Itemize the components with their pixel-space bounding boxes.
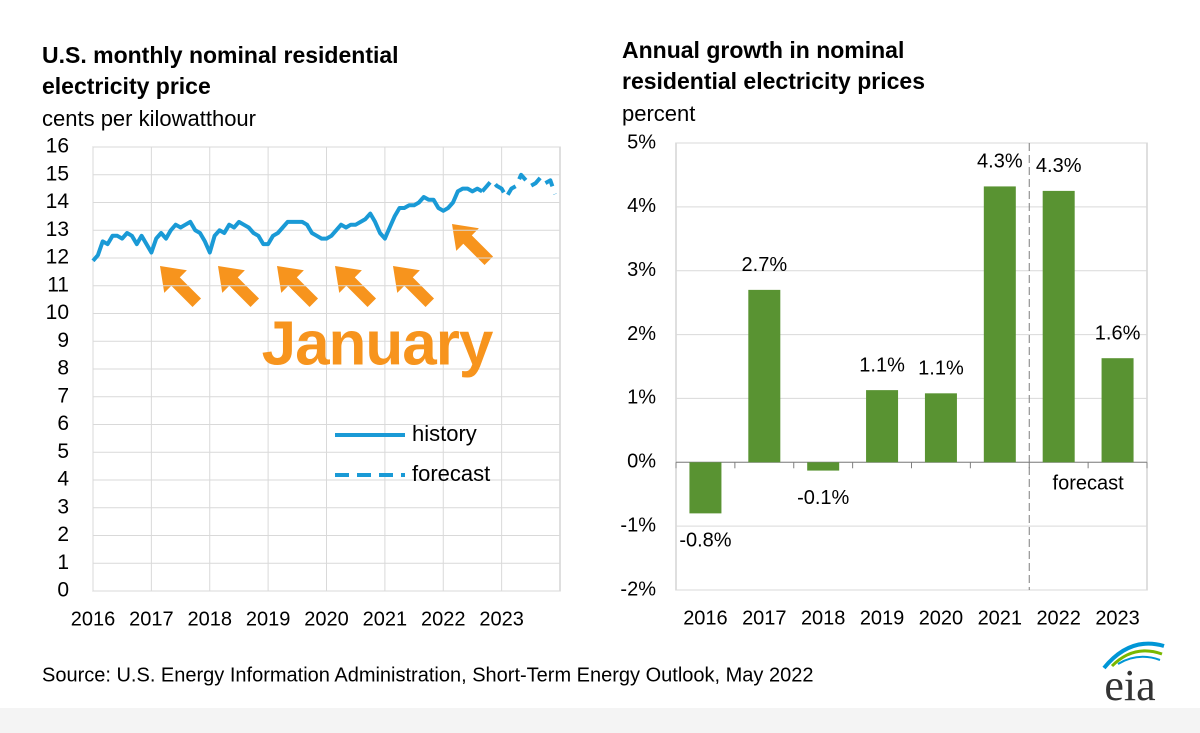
chart-title: Annual growth in nominal residential ele… [622, 37, 925, 94]
bar [689, 462, 722, 514]
x-tick-label: 2017 [129, 608, 174, 630]
value-label: 1.6% [1095, 322, 1141, 344]
y-tick-label: 15 [46, 162, 69, 185]
series-line [91, 186, 484, 263]
value-label: -0.1% [797, 487, 849, 509]
x-tick-label: 2022 [421, 608, 466, 630]
value-label: 4.3% [977, 151, 1023, 173]
y-tick-label: 14 [46, 190, 70, 213]
y-tick-label: 11 [47, 273, 69, 296]
legend-label: history [412, 421, 477, 446]
y-tick-label: 2% [627, 323, 656, 345]
logo-arc [1110, 649, 1163, 668]
x-tick-label: 2021 [978, 607, 1023, 629]
y-tick-label: 9 [57, 329, 69, 352]
value-label: 4.3% [1036, 155, 1082, 177]
footer-band [0, 708, 1200, 733]
chart-title: U.S. monthly nominal residential electri… [42, 42, 399, 99]
x-tick-label: 2023 [479, 608, 524, 630]
series-line [480, 172, 557, 199]
y-tick-label: 5% [627, 131, 656, 153]
y-tick-label: 0 [57, 579, 69, 602]
y-tick-label: 3 [57, 495, 69, 518]
annotation: January [262, 309, 494, 378]
value-label: 1.1% [859, 354, 905, 376]
y-tick-label: 5 [57, 440, 69, 463]
chart-subtitle: percent [622, 101, 696, 126]
arrow [148, 254, 209, 315]
bar [983, 186, 1016, 463]
y-tick-label: 1% [627, 387, 656, 409]
annotation: forecast [1053, 473, 1125, 495]
y-tick-label: 2 [57, 523, 69, 546]
y-tick-label: 13 [46, 218, 69, 241]
value-label: -0.8% [679, 530, 731, 552]
x-tick-label: 2019 [860, 607, 905, 629]
x-tick-label: 2020 [304, 608, 349, 630]
arrow [381, 254, 442, 315]
source-note: Source: U.S. Energy Information Administ… [42, 664, 813, 686]
arrow [265, 254, 326, 315]
x-tick-label: 2016 [683, 607, 728, 629]
y-tick-label: 4% [627, 195, 656, 217]
x-tick-label: 2017 [742, 607, 787, 629]
x-tick-label: 2018 [801, 607, 846, 629]
plot-area [675, 142, 1148, 591]
x-tick-label: 2023 [1095, 607, 1140, 629]
chart-subtitle: cents per kilowatthour [42, 106, 256, 131]
y-tick-label: 6 [57, 412, 69, 435]
arrows [148, 212, 501, 315]
value-label: 1.1% [918, 358, 964, 380]
bar [866, 390, 899, 463]
logo-text: eia [1104, 661, 1155, 710]
bar [807, 462, 840, 471]
y-tick-label: 0% [627, 451, 656, 473]
x-tick-label: 2016 [71, 608, 116, 630]
y-tick-label: -1% [620, 514, 656, 536]
bar [1042, 190, 1075, 463]
x-tick-label: 2019 [246, 608, 291, 630]
x-tick-label: 2022 [1036, 607, 1081, 629]
logo-arc [1117, 655, 1161, 665]
value-label: 2.7% [742, 254, 788, 276]
bar [748, 289, 781, 463]
arrow [323, 254, 384, 315]
arrow [440, 212, 501, 273]
y-tick-label: 4 [57, 468, 69, 491]
y-tick-label: 16 [46, 135, 69, 158]
arrow [206, 254, 267, 315]
y-tick-label: 3% [627, 259, 656, 281]
x-tick-label: 2021 [363, 608, 408, 630]
bar [1101, 358, 1134, 463]
y-tick-label: 10 [46, 301, 69, 324]
x-tick-label: 2020 [919, 607, 964, 629]
x-tick-label: 2018 [188, 608, 233, 630]
y-tick-label: 8 [57, 357, 69, 380]
y-tick-label: 7 [57, 384, 69, 407]
bar [924, 393, 957, 463]
logo-arc [1102, 641, 1165, 670]
legend-label: forecast [412, 461, 490, 486]
eia-logo: eia [1102, 641, 1165, 710]
y-tick-label: 12 [46, 246, 69, 269]
y-tick-label: 1 [57, 551, 69, 574]
y-tick-label: -2% [620, 578, 656, 600]
